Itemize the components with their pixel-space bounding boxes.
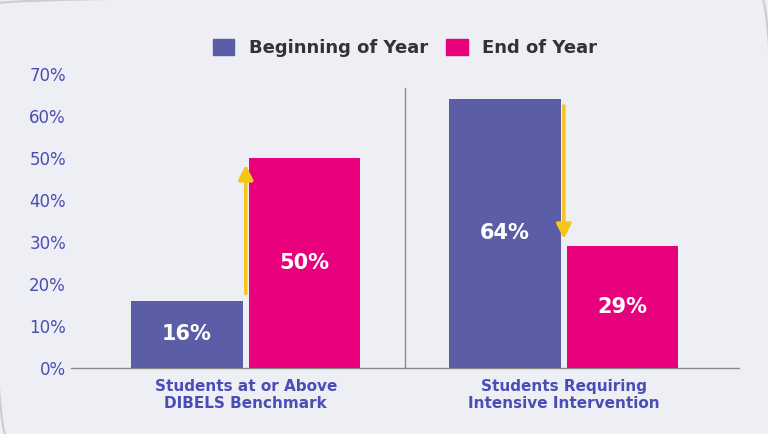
Bar (249, 158, 360, 368)
Text: 64%: 64% (480, 224, 530, 243)
Bar (449, 99, 561, 368)
Text: 50%: 50% (280, 253, 329, 273)
Legend: Beginning of Year, End of Year: Beginning of Year, End of Year (204, 30, 606, 66)
Bar (131, 301, 243, 368)
Text: 29%: 29% (598, 297, 647, 317)
Text: 16%: 16% (162, 324, 212, 344)
Bar (567, 246, 678, 368)
